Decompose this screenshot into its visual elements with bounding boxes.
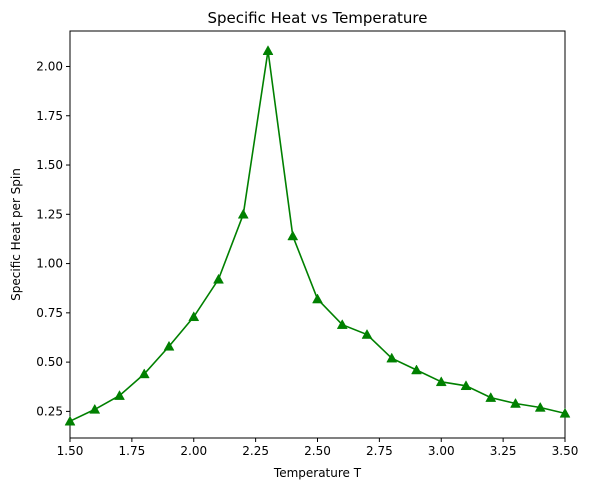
data-point-marker [435,376,447,387]
data-point-marker [534,401,546,412]
x-tick-label: 2.75 [366,444,393,458]
y-tick-label: 0.50 [36,355,63,369]
x-tick-label: 3.25 [490,444,517,458]
x-axis-label: Temperature T [273,466,362,480]
y-tick-label: 1.00 [36,257,63,271]
data-point-marker [460,380,472,391]
data-point-marker [510,397,521,408]
x-tick-label: 1.75 [119,444,146,458]
y-tick-label: 0.25 [36,404,63,418]
y-tick-label: 1.25 [36,207,63,221]
data-point-marker [559,407,571,418]
data-point-marker [287,230,299,241]
data-point-marker [114,390,125,400]
chart-title: Specific Heat vs Temperature [208,9,428,27]
y-axis-label: Specific Heat per Spin [9,168,23,301]
data-point-marker [361,329,373,339]
y-tick-label: 1.75 [36,109,63,123]
data-point-marker [336,319,348,329]
data-point-marker [386,352,398,363]
x-tick-label: 3.00 [428,444,455,458]
data-point-marker [485,392,497,402]
series-markers [64,45,571,426]
x-tick-label: 2.50 [304,444,331,458]
x-tick-label: 3.50 [552,444,579,458]
x-tick-label: 2.25 [242,444,269,458]
data-point-marker [188,311,200,322]
data-point-marker [262,45,274,55]
plot-area: 1.50 1.75 2.00 2.25 2.50 2.75 3.00 3.25 3.50 0.2… [36,30,579,458]
data-point-marker [213,273,224,284]
data-point-marker [138,368,150,379]
x-tick-label: 1.50 [57,444,84,458]
x-tick-label: 2.00 [180,444,207,458]
data-point-marker [411,364,422,375]
y-axis: 0.25 0.50 0.75 1.00 1.25 1.50 1.75 2.00 [36,59,70,418]
x-axis: 1.50 1.75 2.00 2.25 2.50 2.75 3.00 3.25 3.50 [57,438,579,458]
y-tick-label: 1.50 [36,158,63,172]
data-point-marker [89,403,101,414]
data-point-marker [163,340,175,351]
data-point-marker [312,293,323,304]
y-tick-label: 2.00 [36,59,63,73]
data-point-marker [64,415,76,426]
y-tick-label: 0.75 [36,306,63,320]
data-point-marker [237,208,249,219]
